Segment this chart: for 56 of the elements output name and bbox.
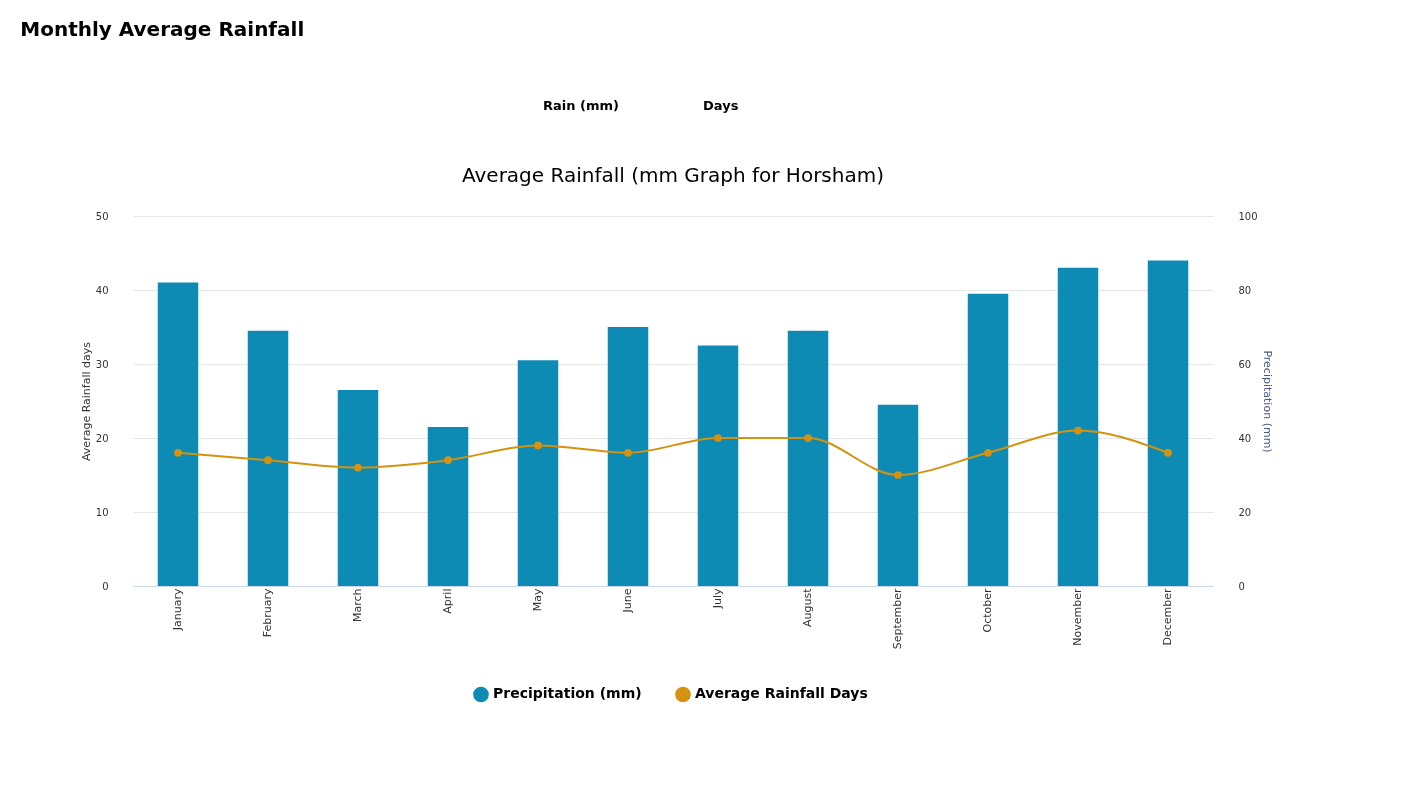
bar — [1147, 260, 1189, 586]
y-tick-label: 0 — [102, 580, 109, 592]
x-tick-label: April — [441, 588, 454, 614]
point — [714, 434, 722, 442]
bar — [607, 327, 649, 586]
bar — [697, 345, 739, 586]
y-tick-label: 10 — [95, 506, 109, 518]
y-axis-title: Average Rainfall days — [79, 341, 93, 462]
y-tick-label: 30 — [95, 358, 109, 370]
legend-label: Precipitation (mm) — [493, 685, 642, 702]
bar — [967, 293, 1009, 586]
y-tick-label: 50 — [95, 210, 109, 222]
point — [354, 463, 362, 472]
x-tick-label: March — [351, 588, 364, 623]
y-tick-label: 20 — [95, 432, 109, 444]
x-tick-label: January — [171, 588, 184, 632]
point — [1164, 448, 1172, 457]
bar — [517, 360, 559, 586]
x-tick-label: June — [621, 588, 634, 614]
chart-title: Monthly Average Rainfall — [20, 17, 305, 41]
y2-tick-label: 80 — [1238, 284, 1252, 296]
text: Rain (mm) — [543, 98, 619, 113]
x-tick-label: October — [981, 588, 994, 633]
point — [174, 448, 182, 457]
x-tick-label: May — [531, 588, 544, 612]
bar — [337, 389, 379, 586]
y2-tick-label: 100 — [1238, 210, 1258, 222]
y2-axis-title: Precipitation (mm) — [1260, 350, 1274, 453]
point — [624, 448, 632, 457]
bar — [247, 330, 289, 586]
chart-subtitle: Average Rainfall (mm Graph for Horsham) — [461, 163, 885, 187]
point — [804, 434, 812, 442]
x-tick-label: August — [801, 587, 814, 627]
point — [264, 456, 272, 465]
legend-label: Average Rainfall Days — [695, 685, 868, 702]
x-tick-label: February — [261, 588, 274, 638]
text: Days — [703, 98, 739, 113]
y2-tick-label: 0 — [1238, 580, 1245, 592]
y2-tick-label: 20 — [1238, 506, 1252, 518]
bar — [427, 426, 469, 586]
bar — [787, 330, 829, 586]
point — [1074, 426, 1082, 435]
bar — [1057, 267, 1099, 586]
x-tick-label: September — [891, 588, 904, 650]
bar — [157, 282, 199, 586]
x-tick-label: November — [1071, 588, 1084, 646]
point — [534, 441, 542, 450]
y-tick-label: 40 — [95, 284, 109, 296]
x-tick-label: July — [711, 588, 724, 610]
point — [984, 448, 992, 457]
y2-tick-label: 40 — [1238, 432, 1252, 444]
y2-tick-label: 60 — [1238, 358, 1252, 370]
point — [444, 456, 452, 465]
bar — [877, 404, 919, 586]
point — [894, 471, 902, 479]
x-tick-label: December — [1161, 588, 1174, 646]
